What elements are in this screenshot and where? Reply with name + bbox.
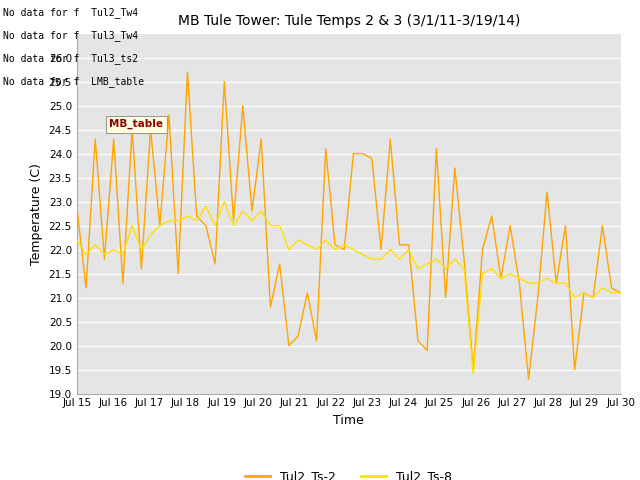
Y-axis label: Temperature (C): Temperature (C)	[30, 163, 43, 264]
Tul2_Ts-2	[221, 79, 228, 84]
Text: No data for f  LMB_table: No data for f LMB_table	[3, 76, 144, 87]
Tul2_Ts-2	[267, 304, 275, 310]
Tul2_Ts-8	[257, 208, 265, 214]
Tul2_Ts-8	[239, 208, 246, 214]
Tul2_Ts-8	[617, 290, 625, 296]
Line: Tul2_Ts-2: Tul2_Ts-2	[77, 72, 621, 379]
Tul2_Ts-8	[469, 372, 477, 377]
Text: No data for f  Tul3_ts2: No data for f Tul3_ts2	[3, 53, 138, 64]
Tul2_Ts-8	[423, 261, 431, 267]
Tul2_Ts-8	[267, 223, 275, 228]
Text: No data for f  Tul2_Tw4: No data for f Tul2_Tw4	[3, 7, 138, 18]
Text: No data for f  Tul3_Tw4: No data for f Tul3_Tw4	[3, 30, 138, 41]
Text: MB_table: MB_table	[109, 119, 163, 130]
Tul2_Ts-8	[211, 223, 219, 228]
Title: MB Tule Tower: Tule Temps 2 & 3 (3/1/11-3/19/14): MB Tule Tower: Tule Temps 2 & 3 (3/1/11-…	[178, 14, 520, 28]
X-axis label: Time: Time	[333, 414, 364, 427]
Tul2_Ts-2	[257, 136, 265, 142]
Legend: Tul2_Ts-2, Tul2_Ts-8: Tul2_Ts-2, Tul2_Ts-8	[241, 465, 457, 480]
Tul2_Ts-2	[423, 348, 431, 353]
Tul2_Ts-2	[617, 290, 625, 296]
Tul2_Ts-8	[165, 218, 173, 224]
Tul2_Ts-8	[221, 199, 228, 204]
Tul2_Ts-2	[73, 204, 81, 209]
Line: Tul2_Ts-8: Tul2_Ts-8	[77, 202, 621, 374]
Tul2_Ts-8	[73, 237, 81, 243]
Tul2_Ts-2	[239, 103, 246, 108]
Tul2_Ts-2	[525, 376, 532, 382]
Tul2_Ts-2	[184, 69, 191, 75]
Tul2_Ts-2	[165, 112, 173, 118]
